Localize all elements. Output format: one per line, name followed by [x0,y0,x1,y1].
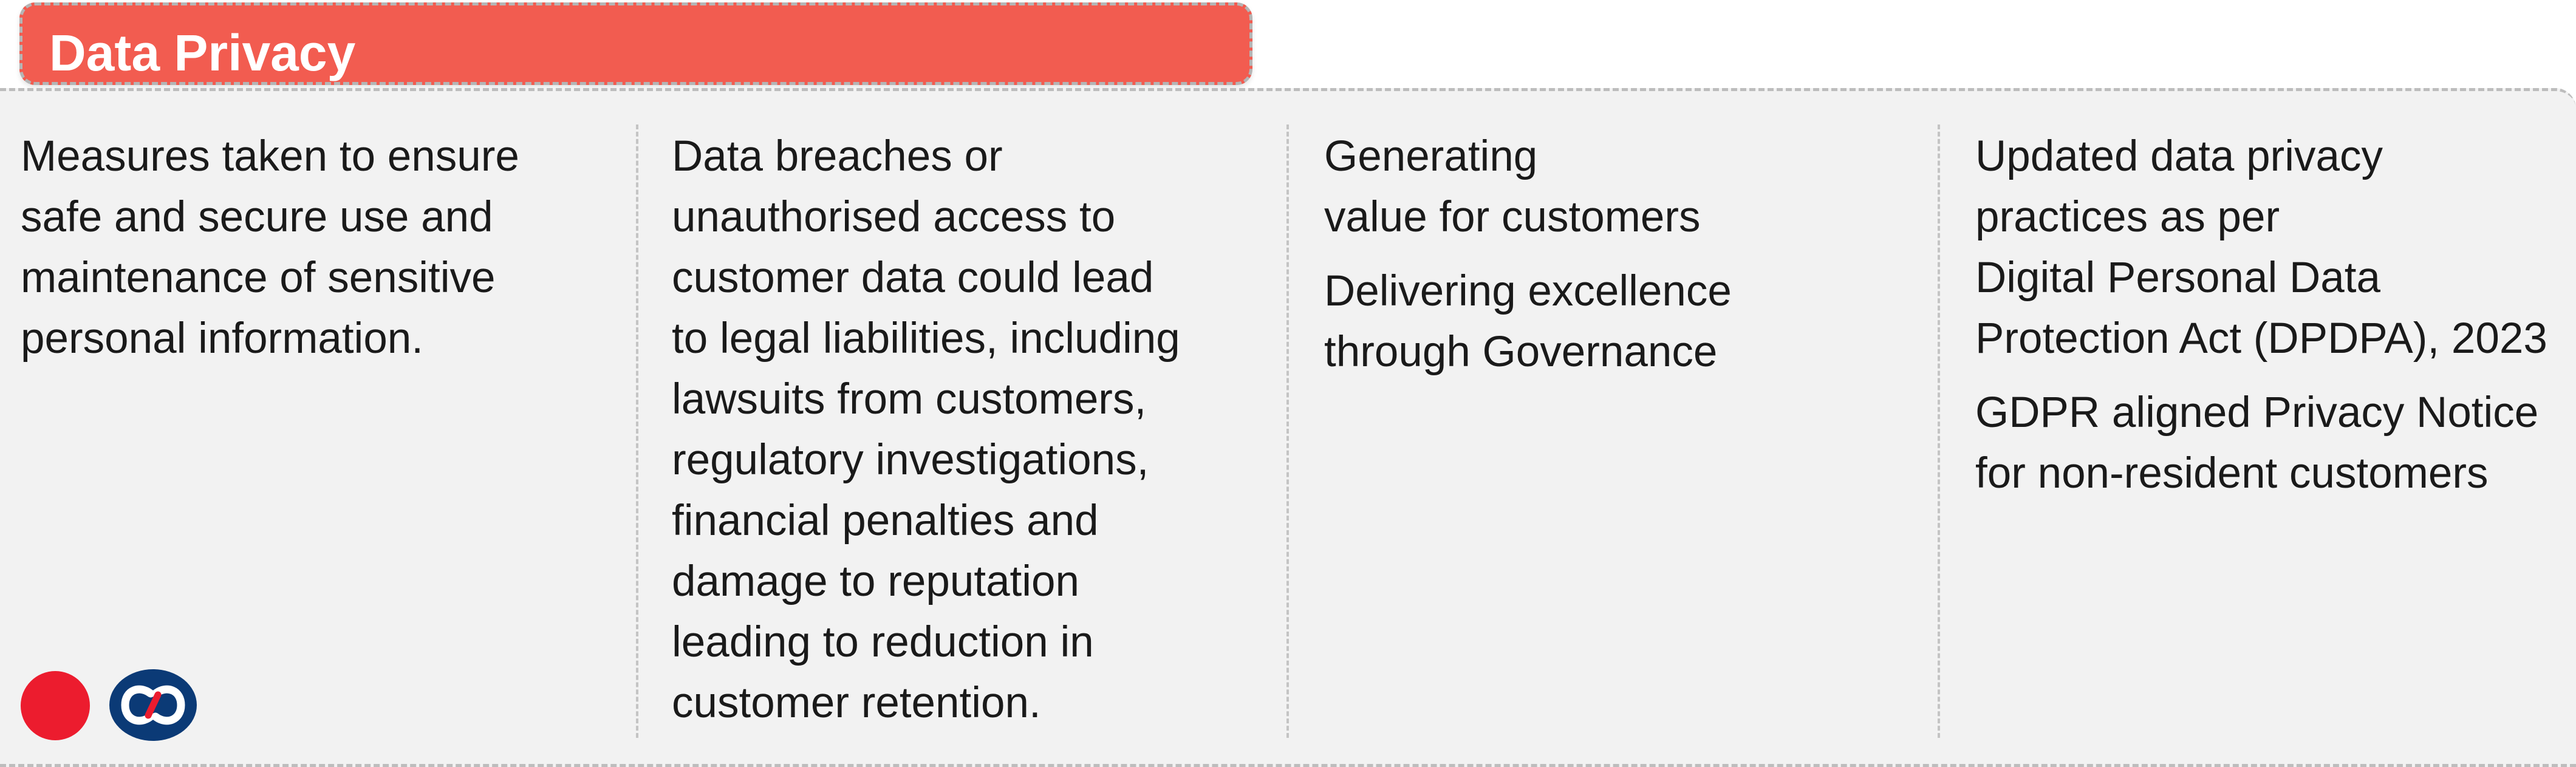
text-line: customer data could lead [672,254,1154,302]
paragraph: GDPR aligned Privacy Notice for non-resi… [1975,383,2547,504]
text-line: for non-resident customers [1975,449,2489,497]
text-line: through Governance [1324,328,1718,376]
text-line: Data breaches or [672,132,1003,180]
text-line: lawsuits from customers, [672,375,1147,423]
column-divider [1286,124,1289,738]
text-line: maintenance of sensitive [21,254,496,302]
content-panel: Measures taken to ensure safe and secure… [0,88,2576,767]
paragraph: Data breaches or unauthorised access to … [672,126,1180,734]
column-divider [1938,124,1940,738]
text-line: Protection Act (DPDPA), 2023 [1975,315,2547,363]
text-line: damage to reputation [672,557,1080,605]
text-line: safe and secure use and [21,193,493,241]
text-line: Updated data privacy [1975,132,2383,180]
text-line: Digital Personal Data [1975,254,2380,302]
paragraph: Updated data privacy practices as per Di… [1975,126,2547,369]
text-line: regulatory investigations, [672,436,1149,484]
column-divider [636,124,638,738]
column-topic-description: Measures taken to ensure safe and secure… [21,126,519,369]
text-line: Generating [1324,132,1538,180]
paragraph: Delivering excellence through Governance [1324,261,1732,383]
section-title: Data Privacy [49,24,356,81]
column-risk: Data breaches or unauthorised access to … [672,126,1180,734]
text-line: financial penalties and [672,497,1099,545]
column-initiatives: Updated data privacy practices as per Di… [1975,126,2547,504]
text-line: value for customers [1324,193,1701,241]
kotak-logo-icon [109,669,197,741]
text-line: personal information. [21,315,424,363]
text-line: unauthorised access to [672,193,1116,241]
section-header-tab: Data Privacy [19,2,1252,85]
text-line: GDPR aligned Privacy Notice [1975,389,2539,437]
text-line: leading to reduction in [672,618,1094,666]
text-line: customer retention. [672,679,1041,727]
paragraph: Generating value for customers [1324,126,1732,248]
paragraph: Measures taken to ensure safe and secure… [21,126,519,369]
text-line: practices as per [1975,193,2280,241]
text-line: Delivering excellence [1324,267,1732,315]
column-value-drivers: Generating value for customers Deliverin… [1324,126,1732,383]
red-circle-icon [21,671,90,740]
text-line: to legal liabilities, including [672,315,1180,363]
text-line: Measures taken to ensure [21,132,519,180]
